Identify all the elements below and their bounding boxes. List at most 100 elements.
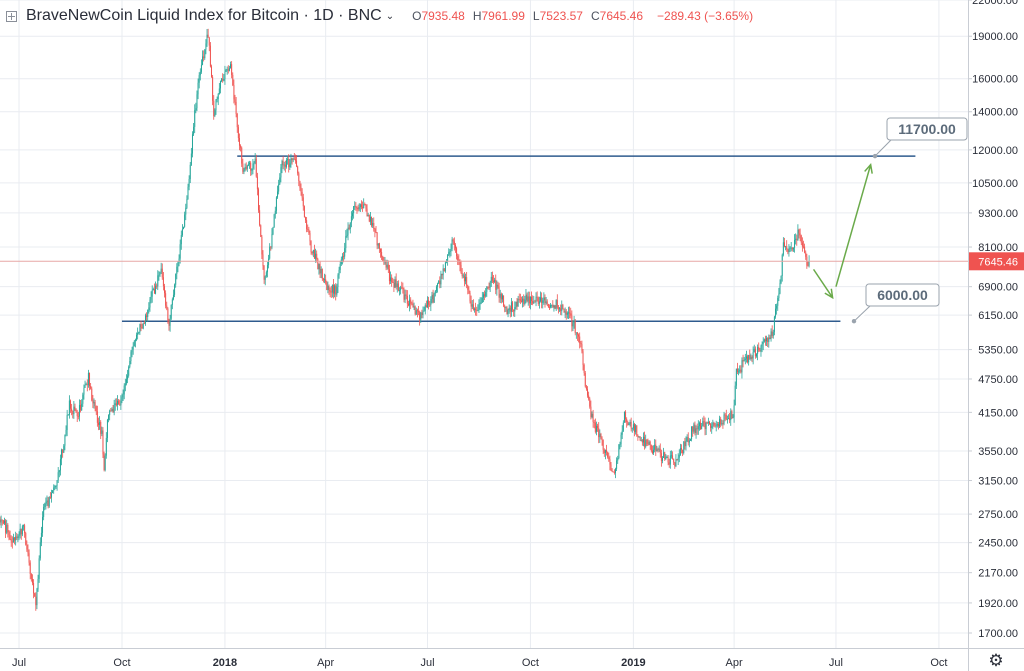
candle xyxy=(230,61,232,69)
candle-body xyxy=(277,191,279,198)
candle-body xyxy=(8,531,10,536)
candle-body xyxy=(703,421,705,423)
candle-body xyxy=(237,127,239,139)
candle xyxy=(719,415,721,428)
candle xyxy=(291,157,293,165)
plus-square-icon[interactable] xyxy=(6,10,17,22)
candle xyxy=(452,238,454,245)
candle xyxy=(137,327,139,340)
candle xyxy=(72,410,74,419)
candle-body xyxy=(787,249,789,253)
candle-body xyxy=(360,204,362,208)
candle xyxy=(165,290,167,309)
candle-body xyxy=(127,375,129,380)
candle xyxy=(462,273,464,279)
symbol-title[interactable]: BraveNewCoin Liquid Index for Bitcoin · … xyxy=(26,7,382,24)
candle xyxy=(599,429,601,443)
candle xyxy=(86,379,88,392)
candle-body xyxy=(319,264,321,274)
candle xyxy=(631,427,633,433)
candle-body xyxy=(199,71,201,76)
price-axis[interactable]: 1700.001920.002170.002450.002750.003150.… xyxy=(968,0,1024,671)
candle xyxy=(306,216,308,233)
candle xyxy=(777,295,779,311)
candle-body xyxy=(15,536,17,541)
candle xyxy=(8,530,10,541)
up-arrow[interactable] xyxy=(835,164,872,287)
callout-box-upper[interactable] xyxy=(886,117,968,141)
candle xyxy=(534,299,536,303)
candle-body xyxy=(612,471,614,473)
candle xyxy=(356,206,358,214)
candle-body xyxy=(716,423,718,426)
candle-body xyxy=(138,332,140,334)
candle-body xyxy=(266,265,268,273)
candle xyxy=(465,273,467,285)
candle xyxy=(346,228,348,238)
candle xyxy=(171,297,173,310)
candle xyxy=(609,455,611,471)
candle xyxy=(131,346,133,358)
candle-body xyxy=(479,302,481,305)
candle-body xyxy=(103,454,105,470)
candle xyxy=(127,369,129,384)
candle xyxy=(476,306,478,316)
candle-body xyxy=(598,428,600,438)
ohlc-open: O7935.48 xyxy=(412,9,465,23)
candle xyxy=(766,335,768,346)
down-arrow[interactable] xyxy=(812,268,834,299)
candle-body xyxy=(118,400,120,405)
candle xyxy=(254,153,256,165)
forecast-arrows[interactable] xyxy=(812,163,873,300)
candle xyxy=(478,299,480,314)
candle-body xyxy=(91,388,93,401)
candle xyxy=(447,254,449,266)
candle xyxy=(43,503,45,521)
candle xyxy=(745,350,747,363)
candle-body xyxy=(729,418,731,421)
candle-body xyxy=(640,440,642,441)
candle xyxy=(528,291,530,309)
candle xyxy=(771,325,773,339)
candle-body xyxy=(627,422,629,425)
price-tick-label: 2170.00 xyxy=(978,568,1018,580)
candle xyxy=(226,66,228,75)
candle-body xyxy=(27,549,29,554)
candle xyxy=(76,409,78,423)
candle xyxy=(732,414,734,419)
candle xyxy=(479,297,481,310)
candle xyxy=(15,531,17,546)
callout-pointer xyxy=(874,139,901,157)
candle xyxy=(684,437,686,450)
candle xyxy=(264,275,266,286)
candle xyxy=(221,77,223,83)
candle xyxy=(372,218,374,228)
last-price-label: 7645.46 xyxy=(978,256,1018,268)
candle xyxy=(270,246,272,251)
candle xyxy=(168,318,170,331)
candle xyxy=(10,535,12,547)
candle-body xyxy=(551,304,553,306)
time-axis[interactable]: Jul Oct 2018 Apr Jul Oct 2019 Apr Jul Oct xyxy=(0,648,1024,670)
candle-body xyxy=(651,450,653,454)
candle xyxy=(130,350,132,365)
horizontal-levels[interactable] xyxy=(121,155,916,322)
candle xyxy=(258,187,260,213)
candle-body xyxy=(242,163,244,172)
candle-body xyxy=(309,233,311,242)
candle xyxy=(587,386,589,398)
candle-body xyxy=(0,519,2,523)
candle-body xyxy=(759,350,761,352)
chevron-down-icon[interactable]: ⌄ xyxy=(385,10,395,22)
candle-body xyxy=(416,310,418,312)
candle xyxy=(676,458,678,461)
candle xyxy=(206,29,208,47)
callout-box-lower[interactable] xyxy=(865,283,940,307)
candle-body xyxy=(341,256,343,260)
candle-body xyxy=(677,457,679,460)
candle-body xyxy=(249,162,251,165)
gear-icon[interactable]: ⚙ xyxy=(988,651,1004,670)
candle-body xyxy=(566,312,568,315)
